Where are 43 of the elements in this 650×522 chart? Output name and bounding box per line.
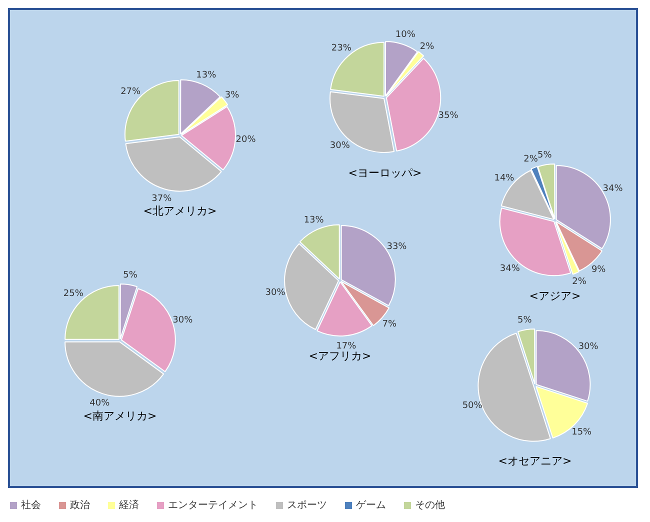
legend-label: 政治 (70, 499, 90, 512)
data-label: 10% (395, 30, 416, 40)
text: <アジア> (529, 289, 581, 302)
data-label: 34% (602, 184, 624, 194)
text: <ヨーロッパ> (348, 166, 422, 180)
data-label: 5% (123, 270, 138, 281)
data-label: 5% (538, 150, 552, 161)
data-label: 35% (438, 111, 459, 122)
data-label: 7% (382, 319, 398, 330)
data-label: 2% (524, 154, 538, 164)
data-label: 2% (420, 42, 435, 52)
data-label: 40% (90, 398, 110, 408)
legend-label: 経済 (119, 498, 139, 512)
data-label: 14% (494, 174, 515, 184)
text: <アフリカ> (308, 349, 372, 362)
data-label: 30% (330, 140, 350, 151)
data-label: 13% (304, 215, 324, 226)
legend-label: ゲーム (356, 499, 386, 512)
data-label: 27% (120, 87, 142, 98)
text: <南アメリカ> (83, 409, 157, 422)
data-label: 23% (331, 43, 352, 54)
data-label: 34% (500, 264, 520, 274)
text: <オセアニア> (498, 454, 572, 468)
data-label: 30% (172, 315, 194, 326)
data-label: 5% (518, 316, 532, 326)
legend-label: 社会 (21, 498, 41, 512)
data-label: 17% (336, 341, 357, 352)
data-label: 30% (265, 288, 286, 298)
legend-label: エンターテイメント (168, 499, 258, 512)
data-label: 25% (63, 289, 84, 300)
data-label: 20% (236, 134, 256, 145)
text: <北アメリカ> (143, 204, 217, 218)
data-label: 2% (572, 277, 587, 288)
data-label: 33% (386, 242, 408, 252)
legend-label: スポーツ (287, 499, 327, 512)
data-label: 3% (224, 90, 240, 100)
data-label: 30% (578, 342, 599, 352)
data-label: 13% (196, 70, 217, 80)
data-label: 15% (572, 427, 592, 438)
data-label: 37% (152, 194, 172, 204)
data-label: 9% (591, 265, 606, 276)
data-label: 50% (462, 401, 483, 412)
legend-label: その他 (415, 499, 445, 512)
